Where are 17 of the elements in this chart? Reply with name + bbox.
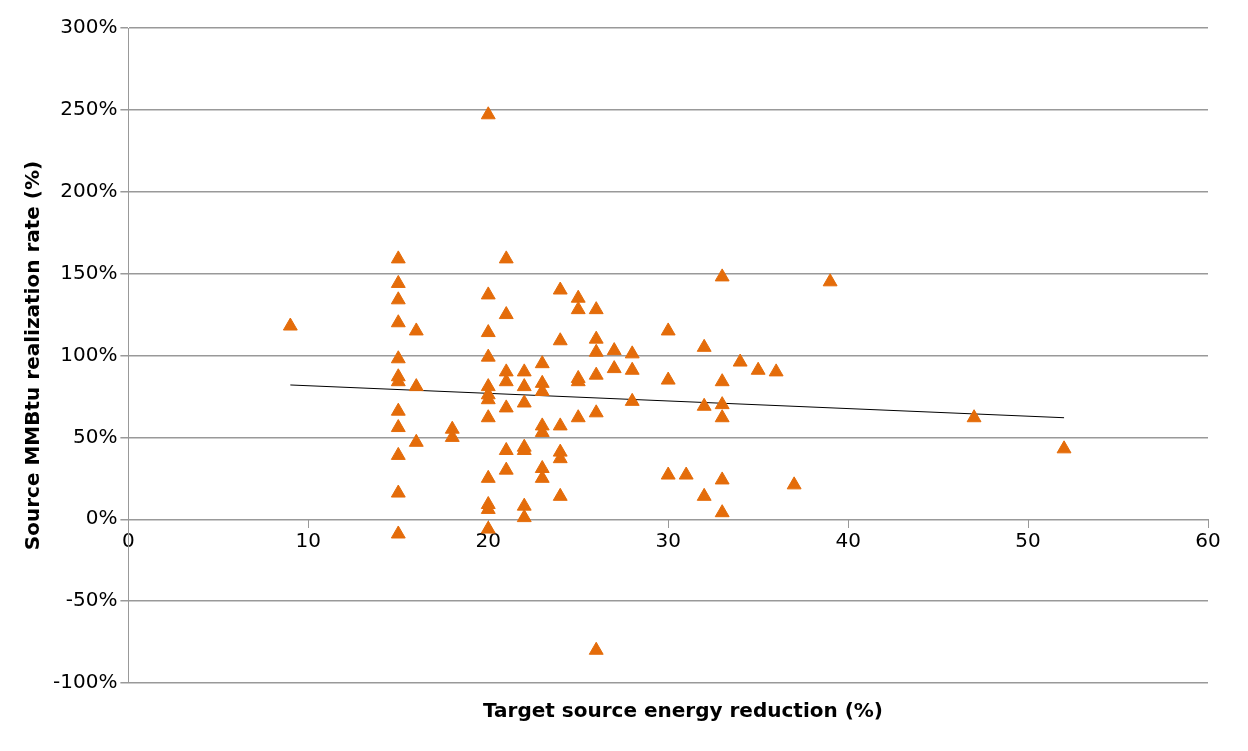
x-tick-label: 20 — [475, 528, 501, 553]
y-tick-label: -100% — [52, 669, 118, 694]
x-tick-label: 60 — [1195, 528, 1221, 553]
y-tick-label: 0% — [85, 505, 118, 530]
y-tick-label: -50% — [65, 587, 118, 612]
x-tick-label: 40 — [835, 528, 861, 553]
y-tick-label: 50% — [72, 423, 118, 448]
x-tick-label: 50 — [1015, 528, 1041, 553]
x-tick-label: 10 — [295, 528, 322, 553]
x-axis-title: Target source energy reduction (%) — [482, 698, 884, 722]
y-tick-label: 100% — [60, 341, 118, 366]
y-tick-label: 300% — [60, 14, 118, 39]
y-tick-label: 250% — [60, 96, 118, 121]
y-tick-label: 150% — [60, 259, 118, 284]
x-tick-label: 30 — [655, 528, 681, 553]
y-tick-label: 200% — [60, 177, 118, 202]
y-axis-title: Source MMBtu realization rate (%) — [20, 160, 45, 551]
